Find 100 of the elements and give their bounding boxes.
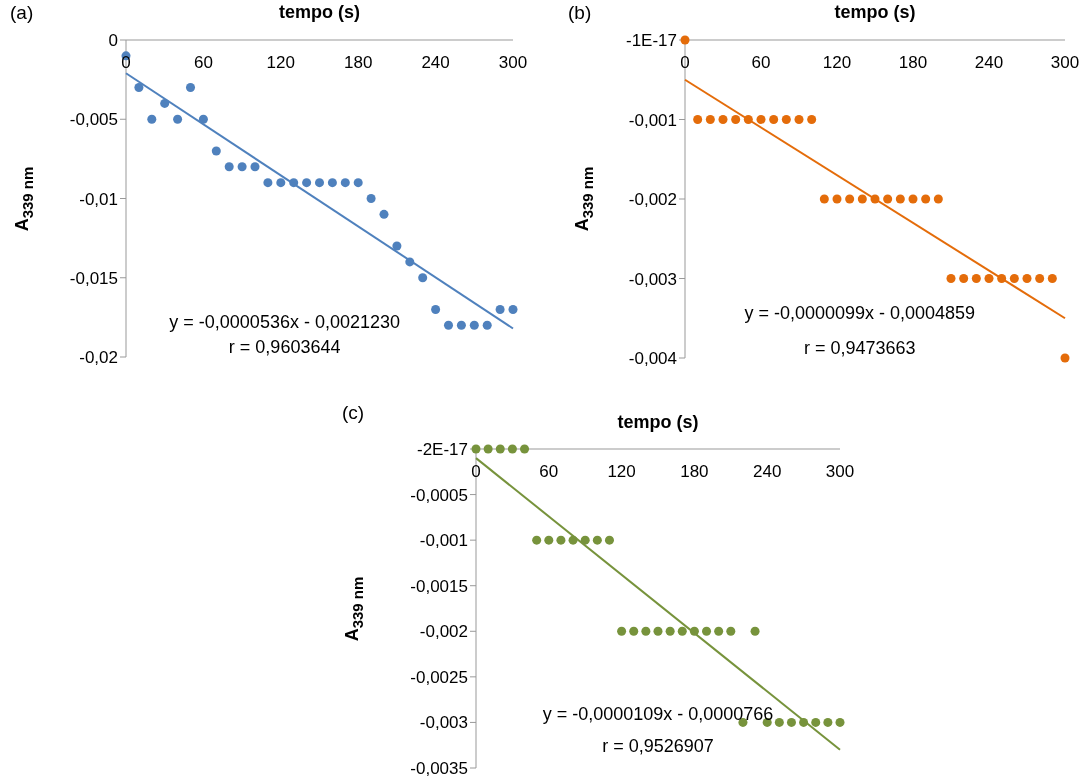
x-tick-label: 120	[266, 53, 295, 72]
point	[756, 114, 766, 125]
point	[302, 178, 312, 188]
x-tick-label: 60	[751, 53, 771, 72]
point	[984, 273, 994, 284]
annotation: y = -0,0000099x - 0,0004859	[744, 302, 976, 324]
point	[556, 535, 566, 545]
point	[198, 114, 208, 124]
point	[705, 114, 715, 125]
point	[276, 178, 286, 188]
x-tick-label: 0	[471, 462, 481, 481]
y-tick-label: -0,001	[628, 110, 677, 130]
x-tick-label: 300	[825, 462, 855, 481]
y-tick-label: -0,0035	[410, 759, 468, 779]
point	[1035, 273, 1045, 284]
annotation: y = -0,0000109x - 0,0000766	[542, 703, 774, 725]
point	[520, 444, 530, 454]
point	[617, 626, 627, 636]
point	[392, 241, 402, 251]
point	[714, 626, 724, 636]
point	[1022, 273, 1032, 284]
point	[495, 304, 505, 314]
point	[263, 178, 273, 188]
y-tick-label: -0,002	[628, 190, 677, 210]
point	[508, 304, 518, 314]
x-tick-label: 300	[1050, 53, 1080, 72]
y-tick-label: -0,0015	[410, 576, 468, 596]
point	[769, 114, 779, 125]
point	[693, 114, 703, 125]
point	[544, 535, 554, 545]
point	[677, 626, 687, 636]
point	[469, 320, 479, 330]
point	[173, 114, 183, 124]
point	[592, 535, 602, 545]
point	[641, 626, 651, 636]
x-tick-label: 240	[421, 53, 450, 72]
x-tick-label: 180	[898, 53, 928, 72]
point	[665, 626, 675, 636]
point	[653, 626, 663, 636]
x-axis-title: tempo (s)	[278, 2, 361, 23]
point	[456, 320, 466, 330]
x-tick-label: 60	[193, 53, 213, 72]
point	[1009, 273, 1019, 284]
point	[418, 273, 428, 283]
point	[726, 626, 736, 636]
y-tick-label: -0,002	[419, 622, 468, 642]
point	[959, 273, 969, 284]
y-tick-label: -1E-17	[625, 31, 677, 51]
point	[807, 114, 817, 125]
point	[353, 178, 363, 188]
point	[823, 717, 833, 727]
point	[211, 146, 221, 156]
point	[857, 194, 867, 204]
x-tick-label: 0	[680, 53, 690, 72]
point	[185, 83, 196, 93]
point	[702, 626, 712, 636]
point	[507, 444, 517, 454]
point	[895, 194, 905, 204]
point	[443, 320, 454, 330]
point	[237, 162, 247, 172]
x-tick-label: 0	[121, 53, 131, 72]
annotation: r = 0,9603644	[228, 336, 341, 358]
point	[750, 626, 760, 636]
point	[532, 535, 542, 545]
point	[835, 717, 845, 727]
point	[495, 444, 505, 454]
x-axis-title: tempo (s)	[616, 412, 700, 433]
point	[431, 304, 441, 314]
point	[811, 717, 821, 727]
point	[483, 444, 493, 454]
y-tick-label: -0,005	[69, 110, 118, 130]
point	[781, 114, 791, 125]
y-tick-label: -0,003	[628, 269, 677, 289]
point	[340, 178, 350, 188]
y-tick-label: -0,015	[69, 268, 118, 288]
point	[908, 194, 918, 204]
point	[774, 717, 784, 727]
y-tick-label: -0,02	[79, 348, 118, 368]
point	[845, 194, 855, 204]
point	[933, 194, 943, 204]
y-tick-label: -0,01	[79, 189, 118, 209]
x-tick-label: 60	[539, 462, 559, 481]
annotation: y = -0,0000536x - 0,0021230	[169, 311, 400, 333]
point	[482, 320, 492, 330]
y-tick-label: -0,0025	[410, 667, 468, 687]
point	[794, 114, 804, 125]
point	[1047, 273, 1057, 284]
x-tick-label: 240	[753, 462, 782, 481]
point	[629, 626, 639, 636]
point	[786, 717, 796, 727]
y-tick-label: -2E-17	[416, 440, 468, 460]
point	[604, 535, 614, 545]
point	[379, 209, 389, 219]
y-tick-label: -0,0005	[410, 485, 468, 505]
point	[971, 273, 981, 284]
point	[1060, 353, 1070, 363]
y-tick-label: 0	[108, 31, 118, 51]
point	[314, 178, 325, 188]
chart-title: (c)	[342, 402, 365, 423]
x-tick-label: 120	[607, 462, 636, 481]
